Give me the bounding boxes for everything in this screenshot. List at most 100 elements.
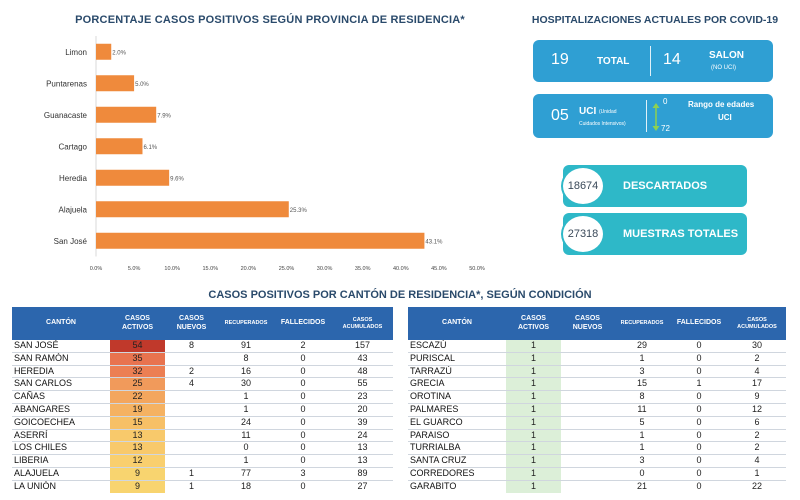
- cell-canton: TURRIALBA: [408, 441, 506, 455]
- cell-acumulados: 55: [332, 377, 393, 391]
- header-fallecidos: FALLECIDOS: [670, 307, 728, 340]
- cell-canton: ASERRÍ: [12, 428, 110, 442]
- cell-recuperados: 1: [614, 351, 670, 366]
- panel-divider: [650, 46, 651, 76]
- table-row: PARAISO 1 1 0 2: [408, 428, 786, 442]
- age-min: 0: [663, 97, 668, 106]
- table-row: PALMARES 1 11 0 12: [408, 402, 786, 417]
- cell-activos: 22: [110, 390, 165, 404]
- cell-acumulados: 22: [728, 479, 786, 493]
- category-label: Limon: [65, 48, 87, 57]
- chart-title: PORCENTAJE CASOS POSITIVOS SEGÚN PROVINC…: [75, 14, 465, 26]
- cell-activos: 13: [110, 441, 165, 455]
- cell-acumulados: 17: [728, 377, 786, 391]
- table-row: CAÑAS 22 1 0 23: [12, 390, 393, 404]
- cell-activos: 1: [506, 415, 561, 430]
- header-canton: CANTÓN: [408, 307, 506, 340]
- table-row: ESCAZÚ 1 29 0 30: [408, 340, 786, 353]
- header-recuperados: RECUPERADOS: [218, 307, 274, 340]
- cell-acumulados: 2: [728, 428, 786, 442]
- cell-activos: 13: [110, 428, 165, 442]
- uci-sublabel-1: (Unidad: [599, 109, 617, 115]
- tick-label: 20.0%: [241, 266, 257, 272]
- cell-fallecidos: 0: [670, 441, 728, 455]
- cell-recuperados: 24: [218, 415, 274, 430]
- tick-label: 25.0%: [279, 266, 295, 272]
- cell-fallecidos: 0: [696, 340, 702, 350]
- table-row: SANTA CRUZ 1 3 0 4: [408, 454, 786, 468]
- cell-canton: ESCAZÚ: [410, 340, 447, 350]
- cell-activos: 9: [110, 466, 165, 481]
- data-label: 9.6%: [170, 176, 184, 182]
- age-label-2: UCI: [718, 113, 732, 122]
- cell-fallecidos: 0: [274, 390, 332, 404]
- cell-recuperados: 91: [240, 340, 251, 350]
- muestras-label: MUESTRAS TOTALES: [623, 228, 739, 240]
- cell-canton: SAN RAMÓN: [12, 351, 110, 366]
- cell-acumulados: 13: [332, 441, 393, 455]
- cell-nuevos: [165, 428, 218, 442]
- data-label: 2.0%: [112, 50, 126, 56]
- table-row: GRECIA 1 15 1 17: [408, 377, 786, 391]
- cell-recuperados: 5: [614, 415, 670, 430]
- cell-recuperados: 0: [218, 441, 274, 455]
- cell-canton: CAÑAS: [12, 390, 110, 404]
- salon-label: SALON: [709, 50, 744, 61]
- cell-fallecidos: 0: [274, 402, 332, 417]
- panel-divider: [646, 100, 647, 132]
- cell-nuevos: [165, 390, 218, 404]
- tick-label: 0.0%: [90, 266, 103, 272]
- total-label: TOTAL: [597, 56, 630, 67]
- bar: [96, 232, 425, 249]
- table-row: LA UNIÓN 9 1 18 0 27: [12, 479, 393, 493]
- category-label: San José: [54, 237, 88, 246]
- header-activos: CASOS ACTIVOS: [506, 307, 561, 340]
- cell-canton: ALAJUELA: [12, 466, 110, 481]
- hospital-title: HOSPITALIZACIONES ACTUALES POR COVID-19: [531, 14, 779, 26]
- cell-acumulados: 43: [332, 351, 393, 366]
- cell-nuevos: 2: [165, 364, 218, 378]
- data-label: 7.9%: [157, 113, 171, 119]
- cell-acumulados: 4: [728, 364, 786, 378]
- total-value: 19: [551, 51, 569, 68]
- table-row: SAN RAMÓN 35 8 0 43: [12, 351, 393, 366]
- cell-recuperados: 77: [218, 466, 274, 481]
- cell-nuevos: 4: [165, 377, 218, 391]
- cell-nuevos: [561, 479, 614, 493]
- cell-fallecidos: 0: [274, 479, 332, 493]
- cell-nuevos: [561, 364, 614, 378]
- cell-fallecidos: 0: [274, 454, 332, 468]
- cell-activos: 35: [110, 351, 165, 366]
- cell-canton: LA UNIÓN: [12, 479, 110, 493]
- category-label: Alajuela: [59, 205, 88, 214]
- table-row: GOICOECHEA 15 24 0 39: [12, 415, 393, 430]
- cell-activos: 19: [110, 402, 165, 417]
- cell-nuevos: [165, 402, 218, 417]
- muestras-value: 27318: [561, 214, 605, 254]
- cell-fallecidos: 0: [670, 479, 728, 493]
- header-fallecidos: FALLECIDOS: [274, 307, 332, 340]
- cell-activos: 1: [506, 364, 561, 378]
- cell-recuperados: 1: [218, 402, 274, 417]
- cell-acumulados: 13: [332, 454, 393, 468]
- descartados-panel: 18674 DESCARTADOS: [561, 165, 747, 207]
- cell-nuevos: 8: [188, 340, 194, 350]
- cell-nuevos: [561, 390, 614, 404]
- cell-nuevos: 1: [165, 479, 218, 493]
- cell-nuevos: [561, 340, 614, 352]
- cell-acumulados: 2: [728, 441, 786, 455]
- table-row: TURRIALBA 1 1 0 2: [408, 441, 786, 455]
- tick-label: 15.0%: [202, 266, 218, 272]
- cell-activos: 1: [506, 479, 561, 493]
- cell-recuperados: 29: [636, 340, 647, 350]
- table-row: ASERRÍ 13 11 0 24: [12, 428, 393, 442]
- cell-canton: ABANGARES: [12, 402, 110, 417]
- tick-label: 45.0%: [431, 266, 447, 272]
- cell-nuevos: [165, 351, 218, 366]
- cell-nuevos: [165, 415, 218, 430]
- table-row: ABANGARES 19 1 0 20: [12, 402, 393, 417]
- table-row: SAN JOSÉ 54 8 91 2 157: [12, 340, 393, 353]
- cell-acumulados: 27: [332, 479, 393, 493]
- descartados-value: 18674: [561, 166, 605, 206]
- cell-canton: SANTA CRUZ: [408, 454, 506, 468]
